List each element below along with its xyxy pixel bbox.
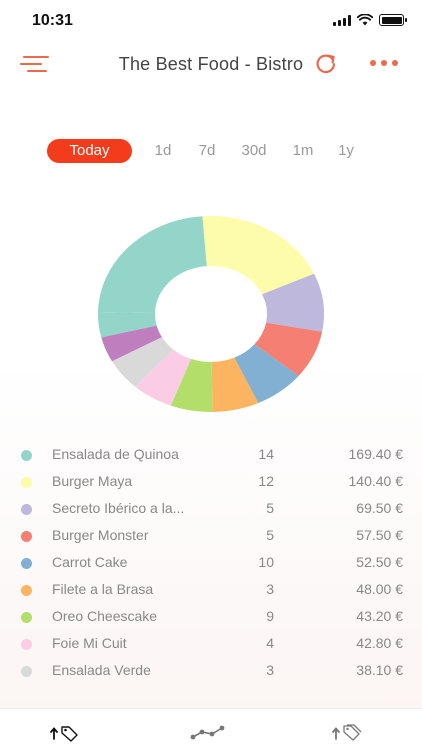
- legend-item-amount: 169.40 €: [348, 446, 404, 462]
- menu-lines-icon: [23, 56, 49, 58]
- legend-item-quantity: 3: [266, 581, 274, 597]
- legend-item-amount: 69.50 €: [356, 500, 403, 516]
- page-title: The Best Food - Bistro: [118, 54, 304, 74]
- legend-color-dot: [21, 504, 32, 515]
- legend: Ensalada de Quinoa 14 169.40 € Burger Maya 1…: [0, 441, 422, 684]
- tab-30d[interactable]: 30d: [241, 142, 267, 159]
- header: The Best Food - Bistro: [0, 44, 422, 86]
- legend-row[interactable]: Foie Mi Cuit 4 42.80 €: [0, 630, 422, 657]
- legend-item-quantity: 5: [266, 500, 274, 516]
- legend-item-name: Burger Maya: [52, 473, 133, 489]
- trend-line-icon: [190, 725, 225, 740]
- tab-1y[interactable]: 1y: [338, 142, 354, 159]
- legend-row[interactable]: Ensalada de Quinoa 14 169.40 €: [0, 441, 422, 468]
- donut-slice[interactable]: [135, 349, 192, 406]
- refresh-button[interactable]: [313, 51, 339, 77]
- refresh-icon: [316, 54, 336, 74]
- tab-trend[interactable]: [190, 723, 226, 743]
- up-tags-icon: [332, 724, 362, 741]
- legend-item-amount: 140.40 €: [348, 473, 404, 489]
- legend-row[interactable]: Ensalada Verde 3 38.10 €: [0, 657, 422, 684]
- cellular-signal-icon: [333, 14, 351, 26]
- legend-item-amount: 48.00 €: [356, 581, 403, 597]
- tab-sales[interactable]: [48, 723, 84, 743]
- legend-item-quantity: 12: [258, 473, 274, 489]
- tab-1d[interactable]: 1d: [154, 142, 172, 159]
- legend-item-name: Filete a la Brasa: [52, 581, 154, 597]
- legend-row[interactable]: Burger Maya 12 140.40 €: [0, 468, 422, 495]
- tab-7d[interactable]: 7d: [198, 142, 216, 159]
- legend-color-dot: [21, 477, 32, 488]
- status-time: 10:31: [32, 12, 73, 29]
- legend-item-quantity: 9: [266, 608, 274, 624]
- donut-slice[interactable]: [98, 312, 157, 338]
- legend-color-dot: [21, 639, 32, 650]
- donut-slice[interactable]: [202, 216, 315, 295]
- legend-item-name: Burger Monster: [52, 527, 149, 543]
- donut-slice[interactable]: [111, 337, 174, 387]
- donut-svg: [98, 216, 324, 412]
- legend-color-dot: [21, 666, 32, 677]
- donut-slice[interactable]: [254, 322, 323, 376]
- legend-item-amount: 43.20 €: [356, 608, 403, 624]
- legend-item-name: Ensalada Verde: [52, 662, 151, 678]
- tab-today[interactable]: Today: [47, 139, 132, 163]
- status-bar: 10:31: [0, 0, 422, 44]
- donut-slice[interactable]: [101, 325, 162, 362]
- donut-slice[interactable]: [262, 273, 324, 332]
- donut-slice[interactable]: [98, 216, 207, 314]
- legend-item-quantity: 5: [266, 527, 274, 543]
- legend-item-name: Oreo Cheescake: [52, 608, 158, 624]
- tab-1m[interactable]: 1m: [292, 142, 314, 159]
- legend-item-quantity: 4: [266, 635, 274, 651]
- legend-item-quantity: 14: [258, 446, 274, 462]
- legend-color-dot: [21, 585, 32, 596]
- legend-item-quantity: 10: [258, 554, 274, 570]
- legend-row[interactable]: Secreto Ibérico a la... 5 69.50 €: [0, 495, 422, 522]
- tab-bar: [0, 708, 422, 750]
- more-button[interactable]: [370, 56, 402, 70]
- legend-color-dot: [21, 558, 32, 569]
- legend-item-name: Ensalada de Quinoa: [52, 446, 179, 462]
- legend-item-name: Carrot Cake: [52, 554, 128, 570]
- legend-item-amount: 57.50 €: [356, 527, 403, 543]
- legend-item-amount: 52.50 €: [356, 554, 403, 570]
- legend-row[interactable]: Filete a la Brasa 3 48.00 €: [0, 576, 422, 603]
- menu-button[interactable]: [20, 54, 50, 76]
- legend-item-name: Secreto Ibérico a la...: [52, 500, 185, 516]
- legend-row[interactable]: Burger Monster 5 57.50 €: [0, 522, 422, 549]
- donut-slice[interactable]: [234, 344, 299, 404]
- legend-item-amount: 38.10 €: [356, 662, 403, 678]
- more-dots-icon: [370, 60, 376, 66]
- status-icons: [333, 14, 407, 26]
- legend-color-dot: [21, 612, 32, 623]
- donut-slice[interactable]: [211, 357, 259, 412]
- legend-row[interactable]: Oreo Cheescake 9 43.20 €: [0, 603, 422, 630]
- sales-donut-chart: [96, 214, 326, 414]
- legend-color-dot: [21, 531, 32, 542]
- donut-slice[interactable]: [170, 358, 213, 412]
- tab-multi-tags[interactable]: [330, 723, 366, 743]
- wifi-icon: [357, 14, 373, 26]
- legend-item-amount: 42.80 €: [356, 635, 403, 651]
- range-tabs: Today 1d 7d 30d 1m 1y: [47, 139, 358, 163]
- up-tag-icon: [50, 726, 78, 742]
- legend-color-dot: [21, 450, 32, 461]
- battery-icon: [379, 14, 407, 26]
- legend-item-quantity: 3: [266, 662, 274, 678]
- legend-row[interactable]: Carrot Cake 10 52.50 €: [0, 549, 422, 576]
- legend-item-name: Foie Mi Cuit: [52, 635, 127, 651]
